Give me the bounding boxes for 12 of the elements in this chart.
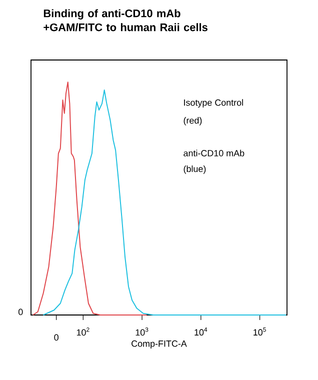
x-tick-label: 10$^{4}$ <box>194 328 208 336</box>
annotation: (red) <box>184 117 202 126</box>
x-tick-label: 10$^{3}$ <box>136 328 148 336</box>
text: 0 <box>54 334 58 341</box>
chart-title: Binding of anti-CD10 mAb +GAM/FITC to human Raii cells <box>44 9 208 32</box>
annotation: Isotype Control <box>184 99 243 108</box>
x-tick-label: 10$^{5}$ <box>254 328 266 336</box>
annotation: (blue) <box>184 165 206 174</box>
annotation: anti-CD10 mAb <box>184 150 244 156</box>
x-tick-label: 10$^{2}$ <box>76 328 90 336</box>
text: 0 <box>18 308 23 316</box>
x-axis-title: Comp-FITC-A <box>132 340 187 349</box>
